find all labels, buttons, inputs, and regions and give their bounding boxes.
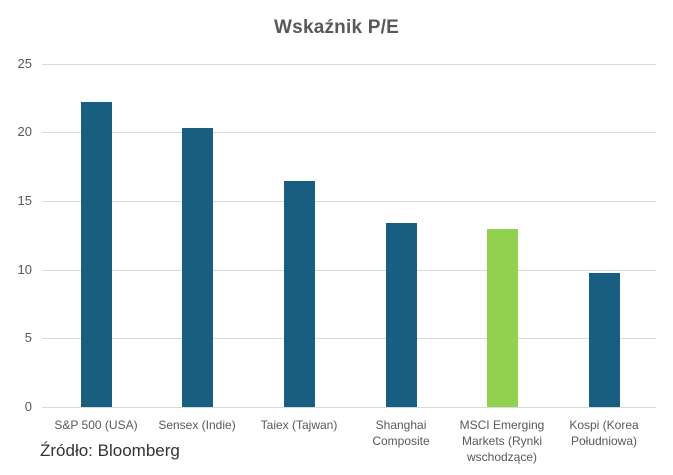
- bar-kospi: [588, 272, 620, 407]
- bar-msci-em: [486, 228, 518, 407]
- bar-sensex: [181, 128, 213, 407]
- y-tick-label: 15: [17, 193, 32, 208]
- y-tick-label: 5: [24, 330, 32, 345]
- gridline-20: [42, 132, 656, 133]
- x-axis-baseline: [42, 407, 656, 408]
- bar-shanghai: [385, 223, 417, 407]
- gridline-5: [42, 338, 656, 339]
- chart-title: Wskaźnik P/E: [274, 17, 399, 38]
- x-label-taiex: Taiex (Tajwan): [260, 418, 338, 432]
- gridline-25: [42, 64, 656, 65]
- y-tick-label: 0: [24, 399, 32, 414]
- x-label-sp500: S&P 500 (USA): [54, 418, 138, 432]
- x-label-msci-em: MSCI Emerging Markets (Rynki wschodzące): [459, 418, 545, 464]
- y-tick-label: 25: [17, 56, 32, 71]
- y-tick-label: 20: [17, 124, 32, 139]
- x-label-sensex: Sensex (Indie): [158, 418, 236, 432]
- x-label-kospi: Kospi (Korea Południowa): [569, 418, 639, 448]
- source-note: Źródło: Bloomberg: [40, 441, 180, 460]
- x-label-shanghai: Shanghai Composite: [372, 418, 430, 448]
- bar-sp500: [80, 102, 112, 407]
- y-tick-label: 10: [17, 262, 32, 277]
- gridline-10: [42, 270, 656, 271]
- gridline-15: [42, 201, 656, 202]
- bar-taiex: [283, 180, 315, 407]
